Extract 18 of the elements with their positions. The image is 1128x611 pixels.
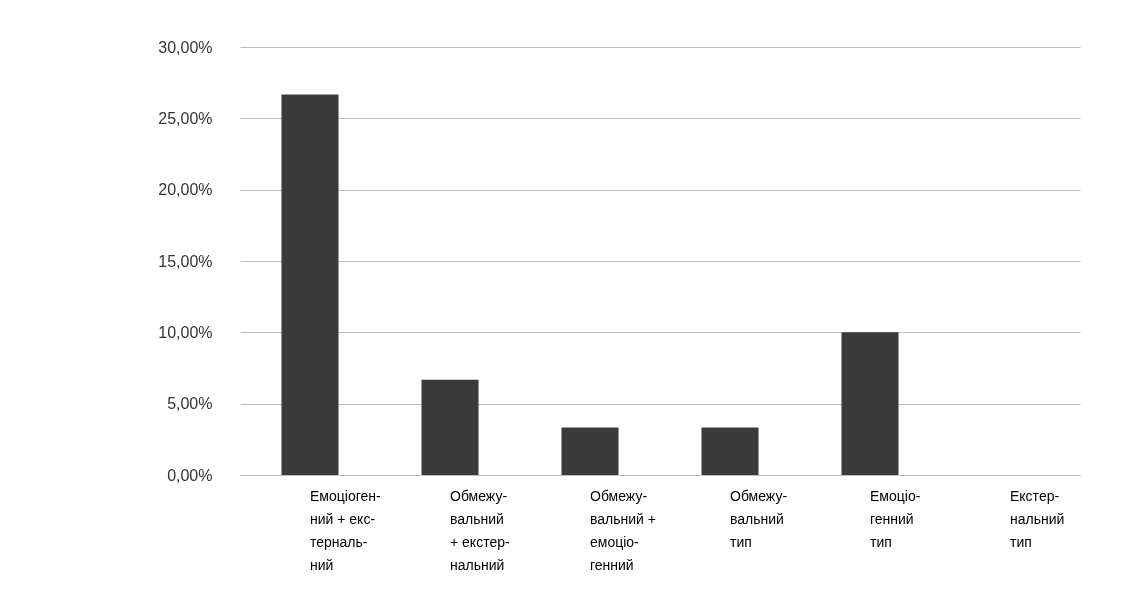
bar xyxy=(561,427,619,475)
bar xyxy=(281,94,339,475)
y-tick-label: 20,00% xyxy=(158,181,213,199)
y-tick-label: 5,00% xyxy=(167,395,213,413)
bar xyxy=(841,332,899,475)
x-tick-label: Обмежу- вальний + емоціо- генний xyxy=(590,487,656,573)
x-tick-label: Емоціоген- ний + екс- терналь- ний xyxy=(310,487,381,573)
x-tick-label: Екстер- нальний тип xyxy=(1010,487,1065,550)
x-tick-label: Обмежу- вальний тип xyxy=(730,487,788,550)
y-tick-label: 10,00% xyxy=(158,323,213,341)
y-tick-label: 0,00% xyxy=(167,466,213,484)
bar xyxy=(421,379,479,475)
x-tick-label: Обмежу- вальний + екстер- нальний xyxy=(450,487,510,573)
y-tick-label: 25,00% xyxy=(158,109,213,127)
y-tick-label: 30,00% xyxy=(158,38,213,56)
y-tick-label: 15,00% xyxy=(158,252,213,270)
x-tick-label: Емоціо- генний тип xyxy=(870,487,921,550)
bar xyxy=(701,427,759,475)
